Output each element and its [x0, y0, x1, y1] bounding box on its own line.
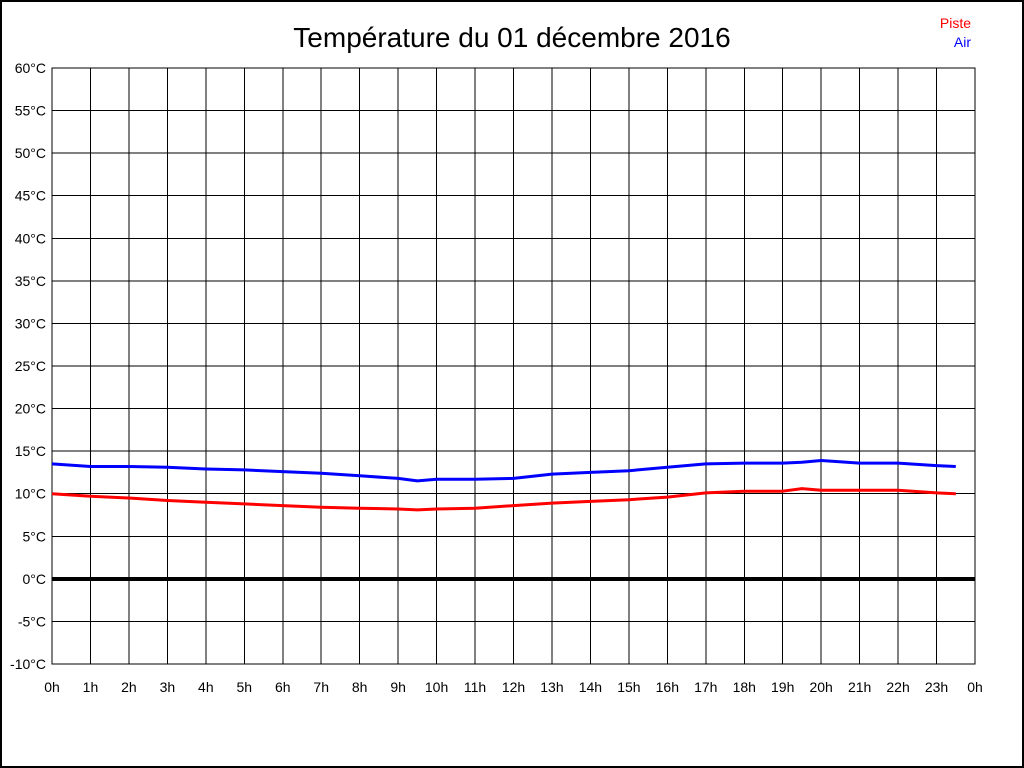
y-tick-label: 0°C — [23, 571, 47, 587]
plot-border — [51, 67, 976, 665]
x-tick-label: 0h — [967, 679, 983, 695]
legend: Piste Air — [940, 14, 971, 52]
y-tick-label: 60°C — [15, 60, 46, 76]
y-tick-label: 35°C — [15, 273, 46, 289]
y-tick-label: 25°C — [15, 358, 46, 374]
x-tick-label: 22h — [886, 679, 909, 695]
y-tick-label: 55°C — [15, 103, 46, 119]
x-tick-label: 8h — [352, 679, 368, 695]
x-tick-label: 17h — [694, 679, 717, 695]
x-tick-label: 23h — [925, 679, 948, 695]
y-tick-label: 20°C — [15, 401, 46, 417]
x-tick-label: 19h — [771, 679, 794, 695]
x-tick-label: 15h — [617, 679, 640, 695]
x-tick-label: 2h — [121, 679, 137, 695]
y-tick-label: 45°C — [15, 188, 46, 204]
x-tick-label: 4h — [198, 679, 214, 695]
x-tick-label: 7h — [313, 679, 329, 695]
x-tick-label: 16h — [656, 679, 679, 695]
x-tick-label: 11h — [464, 679, 486, 695]
chart-title: Température du 01 décembre 2016 — [293, 22, 731, 53]
legend-item-air: Air — [953, 34, 971, 50]
x-tick-label: 9h — [390, 679, 406, 695]
x-tick-label: 0h — [44, 679, 60, 695]
legend-item-piste: Piste — [939, 15, 971, 31]
y-tick-label: -5°C — [18, 613, 46, 629]
x-tick-label: 14h — [579, 679, 602, 695]
x-tick-label: 6h — [275, 679, 291, 695]
x-tick-label: 18h — [733, 679, 756, 695]
y-tick-label: 10°C — [15, 486, 46, 502]
y-tick-label: 30°C — [15, 315, 46, 331]
y-tick-label: 40°C — [15, 230, 46, 246]
x-tick-label: 3h — [160, 679, 176, 695]
x-tick-label: 10h — [425, 679, 448, 695]
x-tick-label: 5h — [237, 679, 253, 695]
x-tick-label: 13h — [540, 679, 563, 695]
x-tick-label: 20h — [809, 679, 832, 695]
x-tick-label: 21h — [848, 679, 871, 695]
x-tick-label: 1h — [83, 679, 99, 695]
piste-line — [51, 487, 956, 512]
y-tick-label: 15°C — [15, 443, 46, 459]
x-tick-label: 12h — [502, 679, 525, 695]
y-tick-label: 50°C — [15, 145, 46, 161]
air-line — [51, 459, 956, 483]
y-tick-label: 5°C — [23, 528, 47, 544]
y-tick-label: -10°C — [10, 656, 46, 672]
